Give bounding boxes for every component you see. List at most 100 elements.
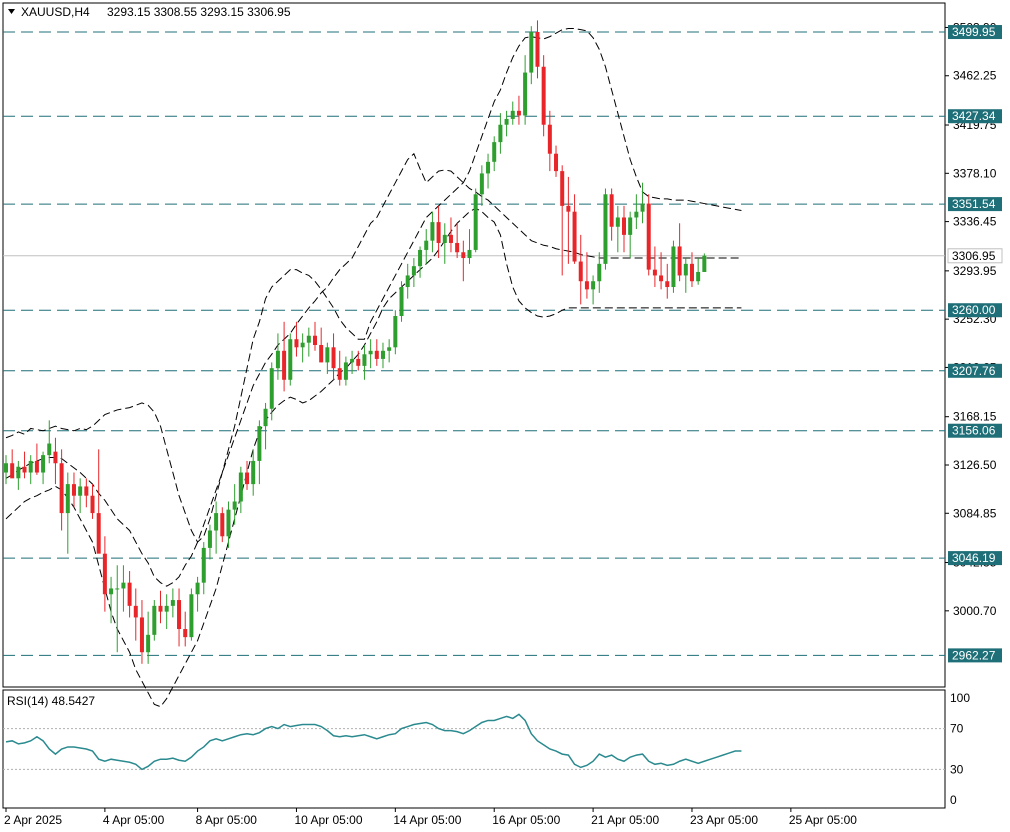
candle-98 xyxy=(609,188,614,241)
bollinger-middle-band xyxy=(5,152,742,587)
candle-93 xyxy=(578,234,583,305)
candle-body-90 xyxy=(560,171,565,206)
candle-5 xyxy=(34,443,39,475)
candle-31 xyxy=(195,576,200,612)
candle-body-9 xyxy=(59,463,64,514)
dropdown-triangle-icon[interactable] xyxy=(8,9,15,14)
candle-body-17 xyxy=(109,588,114,595)
candle-25 xyxy=(158,590,163,624)
level-badge-7 xyxy=(948,648,1002,663)
candle-37 xyxy=(232,484,237,525)
candle-body-89 xyxy=(554,153,559,172)
rsi-line xyxy=(5,713,742,771)
candle-33 xyxy=(207,524,212,560)
main-panel-frame xyxy=(2,2,946,688)
candle-body-78 xyxy=(486,161,491,174)
level-badge-label-2: 3351.54 xyxy=(952,197,996,211)
candle-body-18 xyxy=(115,588,120,590)
candle-body-52 xyxy=(325,347,330,363)
candle-body-106 xyxy=(659,275,664,282)
candle-73 xyxy=(455,223,460,259)
candle-20 xyxy=(127,571,132,618)
candle-35 xyxy=(220,507,225,543)
candle-body-67 xyxy=(418,249,423,267)
candle-body-8 xyxy=(53,451,58,464)
x-tick-label-0: 2 Apr 2025 xyxy=(4,813,62,827)
rsi-level-label-0: 0 xyxy=(950,793,957,807)
symbol-label: XAUUSD,H4 xyxy=(21,5,90,19)
candle-97 xyxy=(603,188,608,270)
candle-14 xyxy=(90,484,95,519)
candle-113 xyxy=(702,253,707,272)
candle-78 xyxy=(486,153,491,189)
candle-body-61 xyxy=(380,350,385,359)
candle-body-100 xyxy=(622,217,626,235)
candle-body-60 xyxy=(374,350,379,359)
candle-58 xyxy=(362,345,367,380)
candle-body-16 xyxy=(102,553,107,595)
candle-86 xyxy=(535,20,540,79)
candle-107 xyxy=(665,263,670,299)
level-badge-5 xyxy=(948,423,1002,438)
candle-body-1 xyxy=(10,463,15,479)
y-tick-label-4: 3336.45 xyxy=(953,215,997,229)
candle-body-22 xyxy=(139,617,144,653)
candle-47 xyxy=(294,321,299,357)
candle-body-4 xyxy=(28,460,33,473)
bollinger-lower-band xyxy=(5,207,742,708)
candle-body-48 xyxy=(300,342,305,348)
candle-109 xyxy=(677,223,682,282)
candle-26 xyxy=(164,594,169,630)
candle-4 xyxy=(28,455,33,485)
candle-body-40 xyxy=(251,460,256,485)
time-axis: 2 Apr 2025 4 Apr 05:00 8 Apr 05:00 10 Apr 0… xyxy=(4,808,857,827)
candle-body-32 xyxy=(201,547,206,583)
rsi-panel-frame xyxy=(2,689,946,809)
candle-body-37 xyxy=(232,501,237,510)
candle-80 xyxy=(498,113,503,154)
candle-body-102 xyxy=(634,211,639,218)
candle-67 xyxy=(418,246,423,278)
candle-48 xyxy=(300,333,305,363)
candle-104 xyxy=(646,194,651,276)
candle-23 xyxy=(146,611,151,664)
candle-89 xyxy=(554,145,559,177)
candle-body-35 xyxy=(220,513,225,537)
rsi-level-label-70: 70 xyxy=(950,722,964,736)
candle-2 xyxy=(16,460,21,490)
candle-body-86 xyxy=(535,31,540,67)
candle-body-103 xyxy=(640,203,645,212)
candle-16 xyxy=(102,536,107,612)
candle-body-64 xyxy=(399,287,404,317)
candle-64 xyxy=(399,281,404,322)
candle-49 xyxy=(306,327,311,357)
candle-75 xyxy=(467,229,472,264)
candle-body-111 xyxy=(689,263,694,282)
candle-body-51 xyxy=(319,345,324,363)
candle-112 xyxy=(696,258,701,285)
candle-body-85 xyxy=(529,31,534,73)
candle-32 xyxy=(201,542,206,595)
level-badge-1 xyxy=(948,109,1002,124)
candle-body-14 xyxy=(90,495,95,514)
candle-30 xyxy=(189,588,194,641)
candle-17 xyxy=(109,576,114,624)
candle-body-53 xyxy=(331,347,336,369)
candle-54 xyxy=(337,350,342,386)
candle-body-91 xyxy=(566,205,571,212)
candle-body-34 xyxy=(214,513,219,531)
candle-84 xyxy=(523,55,528,125)
candle-12 xyxy=(78,478,83,514)
candle-body-88 xyxy=(547,124,552,154)
candle-body-101 xyxy=(628,217,633,235)
candle-body-27 xyxy=(170,600,175,606)
candle-96 xyxy=(597,252,602,293)
candle-87 xyxy=(541,55,546,137)
candle-74 xyxy=(461,240,466,282)
y-tick-label-1: 3462.25 xyxy=(953,69,997,83)
candle-51 xyxy=(319,327,324,363)
candle-body-97 xyxy=(603,194,608,264)
candle-101 xyxy=(628,211,633,259)
level-badge-label-1: 3427.34 xyxy=(952,109,996,123)
